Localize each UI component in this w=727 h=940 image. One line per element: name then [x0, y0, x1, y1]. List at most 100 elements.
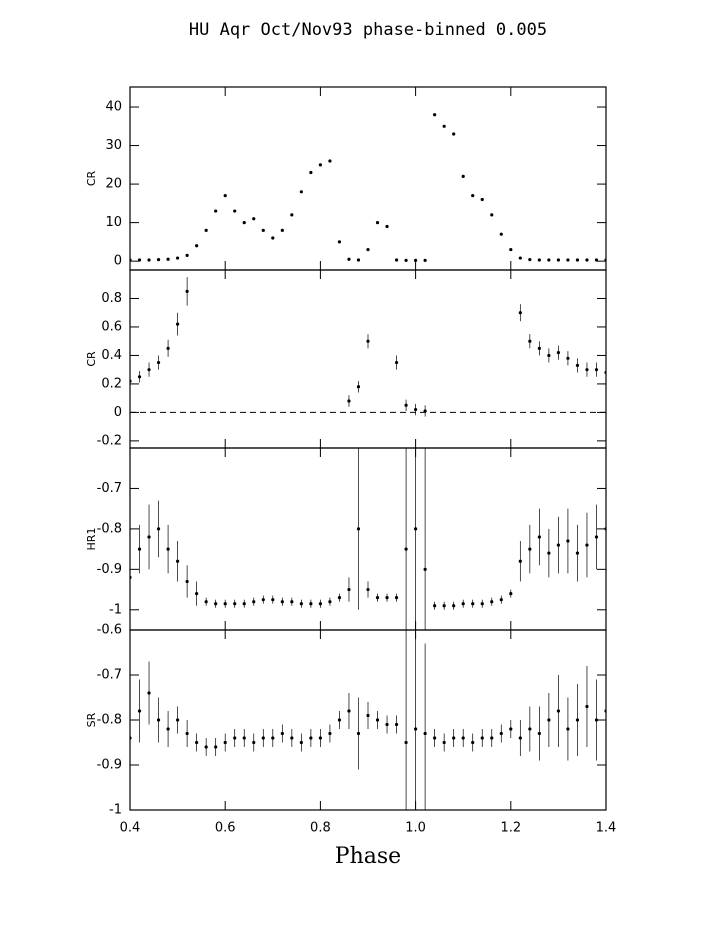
data-point [356, 527, 361, 531]
data-point [452, 736, 456, 740]
data-point [318, 602, 322, 606]
data-point [166, 257, 170, 261]
y-tick-label: -0.2 [97, 433, 122, 448]
data-point [385, 596, 389, 600]
y-tick-label: -0.6 [97, 623, 122, 638]
data-point [414, 258, 418, 262]
data-point [404, 740, 408, 745]
data-point [130, 575, 132, 580]
data-point [176, 322, 180, 326]
y-tick-label: 0.8 [101, 291, 122, 306]
data-point [480, 736, 484, 740]
data-point [423, 567, 427, 571]
data-point [356, 258, 361, 262]
data-point [366, 587, 370, 592]
data-point [442, 740, 446, 745]
data-point [252, 217, 256, 221]
data-point [423, 409, 427, 413]
data-point [309, 736, 313, 740]
data-point [242, 221, 246, 225]
data-point [604, 709, 606, 713]
data-point [356, 731, 361, 736]
data-point [271, 236, 275, 240]
data-point [337, 718, 342, 722]
data-point [414, 407, 418, 412]
y-axis-label: HR1 [85, 528, 98, 551]
data-point [480, 602, 484, 606]
data-point [547, 258, 551, 262]
y-tick-label: -1 [109, 803, 122, 818]
data-point [499, 731, 503, 736]
data-point [204, 228, 208, 232]
data-point [309, 602, 313, 606]
data-point [433, 113, 437, 117]
data-point [261, 736, 265, 740]
data-point [528, 257, 532, 262]
series [130, 448, 606, 630]
data-point [471, 740, 475, 745]
data-point [176, 256, 180, 260]
y-tick-label: -0.8 [97, 521, 122, 536]
data-point [394, 360, 399, 365]
data-point [585, 258, 589, 262]
data-point [347, 257, 351, 261]
series [130, 277, 606, 417]
y-axis-label: CR [85, 351, 98, 367]
data-point [528, 727, 532, 731]
data-point [518, 559, 522, 563]
y-tick-label: 0.6 [101, 319, 122, 334]
data-point [137, 375, 142, 379]
data-point [233, 209, 237, 213]
data-point [214, 209, 218, 213]
data-point [299, 190, 303, 194]
data-point [195, 592, 199, 596]
data-point [566, 258, 570, 262]
data-point [147, 368, 151, 372]
data-point [299, 602, 303, 606]
data-point [537, 731, 541, 736]
data-point [328, 600, 332, 604]
data-point [185, 289, 189, 293]
data-point [356, 385, 361, 389]
data-point [547, 551, 551, 555]
data-point [518, 736, 522, 740]
data-point [566, 727, 570, 731]
data-point [185, 579, 189, 584]
data-point [280, 600, 284, 604]
data-point [414, 527, 418, 531]
data-point [528, 339, 532, 343]
data-point [130, 736, 132, 740]
data-point [156, 257, 161, 262]
data-point [556, 709, 561, 713]
data-point [328, 159, 332, 163]
data-point [223, 740, 227, 745]
data-point [604, 370, 606, 375]
data-point [575, 551, 580, 555]
data-point [214, 602, 218, 606]
y-tick-label: -1 [109, 602, 122, 617]
y-tick-label: 0 [114, 254, 122, 269]
data-point [452, 132, 456, 136]
data-point [375, 718, 380, 722]
data-point [252, 740, 256, 745]
data-point [585, 368, 589, 372]
data-point [509, 247, 513, 252]
y-tick-label: -0.7 [97, 481, 122, 496]
data-point [575, 258, 580, 262]
data-point [509, 727, 513, 731]
y-tick-label: -0.8 [97, 713, 122, 728]
data-point [518, 256, 522, 260]
data-point [423, 258, 427, 262]
data-point [375, 596, 380, 600]
data-point [394, 596, 399, 600]
data-point [290, 213, 294, 217]
data-point [137, 709, 142, 713]
data-point [594, 535, 599, 539]
data-point [585, 704, 589, 709]
data-point [556, 258, 561, 262]
data-point [366, 247, 370, 252]
x-tick-label: 0.6 [215, 821, 236, 836]
y-tick-label: 20 [105, 177, 122, 192]
data-point [130, 379, 132, 383]
